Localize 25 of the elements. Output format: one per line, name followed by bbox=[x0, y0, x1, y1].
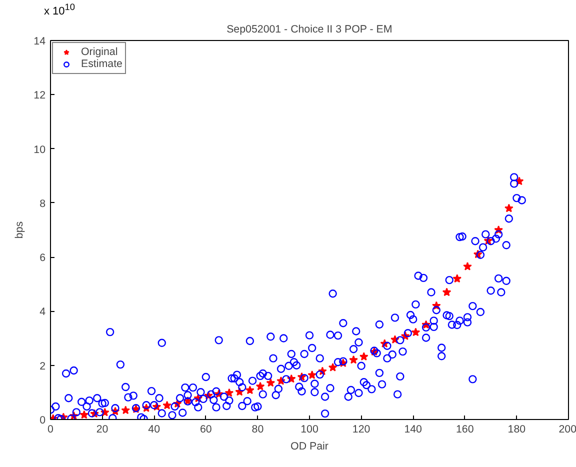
x-tick-label: 100 bbox=[300, 424, 318, 436]
x-axis-title: OD Pair bbox=[290, 440, 329, 452]
x-tick-label: 40 bbox=[148, 424, 160, 436]
y-tick-label: 0 bbox=[40, 414, 46, 426]
y-tick-label: 14 bbox=[34, 36, 46, 48]
x-tick-label: 20 bbox=[96, 424, 108, 436]
y-tick-label: 6 bbox=[40, 252, 46, 264]
legend-label: Estimate bbox=[81, 58, 122, 70]
x-tick-label: 180 bbox=[508, 424, 526, 436]
legend-label: Original bbox=[81, 46, 118, 58]
x-tick-label: 0 bbox=[48, 424, 54, 436]
y-tick-label: 12 bbox=[34, 90, 46, 102]
x-tick-label: 200 bbox=[558, 424, 576, 436]
y-tick-label: 2 bbox=[40, 360, 46, 372]
y-tick-label: 10 bbox=[34, 144, 46, 156]
y-axis-title: bps bbox=[14, 221, 26, 239]
text: x 10$^{10}$ bbox=[44, 1, 75, 19]
chart-title: Sep052001 - Choice II 3 POP - EM bbox=[226, 24, 392, 36]
x-tick-label: 160 bbox=[456, 424, 474, 436]
y-tick-label: 8 bbox=[40, 198, 46, 210]
y-tick-label: 4 bbox=[40, 306, 46, 318]
x-tick-label: 80 bbox=[252, 424, 264, 436]
x-tick-label: 140 bbox=[404, 424, 422, 436]
x-tick-label: 120 bbox=[352, 424, 370, 436]
x-tick-label: 60 bbox=[200, 424, 212, 436]
